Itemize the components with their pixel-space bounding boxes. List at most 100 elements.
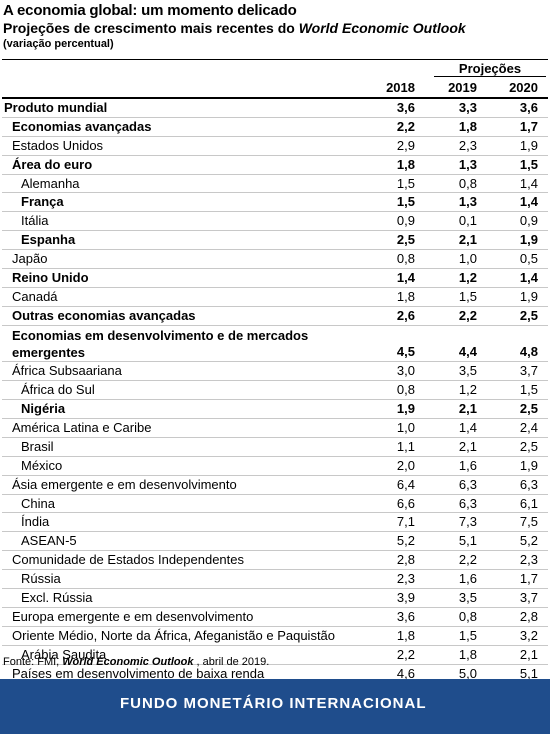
table-body: Produto mundial 3,6 3,3 3,6 Economias avança… bbox=[2, 99, 548, 684]
source-suffix: , abril de 2019. bbox=[193, 656, 270, 668]
row-value-2020: 0,9 bbox=[519, 213, 538, 229]
row-value-2018: 0,8 bbox=[396, 382, 415, 398]
table-row: ASEAN-5 5,2 5,1 5,2 bbox=[2, 532, 548, 552]
table-row: Produto mundial 3,6 3,3 3,6 bbox=[2, 99, 548, 118]
table-row: Arábia Saudita 2,2 1,8 2,1 bbox=[2, 646, 548, 665]
table-row: Excl. Rússia 3,9 3,5 3,7 bbox=[2, 589, 548, 608]
row-value-2018: 2,2 bbox=[396, 646, 415, 662]
table-row: Europa emergente e em desenvolvimento 3,6… bbox=[2, 608, 548, 627]
source-prefix: Fonte: FMI, bbox=[3, 656, 63, 668]
row-value-2018: 4,5 bbox=[396, 343, 415, 359]
row-value-2018: 3,6 bbox=[396, 608, 415, 624]
page-title: A economia global: um momento delicado bbox=[3, 2, 297, 19]
row-value-2019: 5,1 bbox=[458, 533, 477, 549]
row-value-2019: 3,5 bbox=[458, 363, 477, 379]
row-value-2020: 3,7 bbox=[519, 589, 538, 605]
row-value-2019: 1,2 bbox=[458, 382, 477, 398]
row-value-2019: 3,5 bbox=[458, 589, 477, 605]
row-value-2018: 1,8 bbox=[396, 288, 415, 304]
table-row: Japão 0,8 1,0 0,5 bbox=[2, 250, 548, 270]
row-label: Alemanha bbox=[21, 175, 80, 191]
footer-org-name: FUNDO MONETÁRIO INTERNACIONAL bbox=[120, 695, 427, 712]
row-value-2020: 2,8 bbox=[519, 608, 538, 624]
row-label: Europa emergente e em desenvolvimento bbox=[12, 608, 254, 624]
row-label: Economias em desenvolvimento e de mercad… bbox=[12, 327, 309, 360]
row-value-2019: 6,3 bbox=[458, 495, 477, 511]
table-row: Oriente Médio, Norte da África, Afeganis… bbox=[2, 627, 548, 646]
row-value-2019: 2,2 bbox=[458, 552, 477, 568]
table-row: Estados Unidos 2,9 2,3 1,9 bbox=[2, 137, 548, 156]
table-row: Economias avançadas 2,2 1,8 1,7 bbox=[2, 118, 548, 137]
row-value-2019: 0,1 bbox=[458, 213, 477, 229]
row-value-2019: 2,2 bbox=[458, 307, 477, 323]
row-value-2019: 2,1 bbox=[458, 232, 477, 248]
subtitle-publication: World Economic Outlook bbox=[298, 20, 466, 36]
row-value-2020: 1,9 bbox=[519, 232, 538, 248]
row-value-2019: 1,6 bbox=[458, 457, 477, 473]
row-label: Excl. Rússia bbox=[21, 589, 93, 605]
row-value-2018: 1,5 bbox=[396, 194, 415, 210]
row-value-2020: 5,2 bbox=[519, 533, 538, 549]
row-value-2020: 1,5 bbox=[519, 382, 538, 398]
table-row: México 2,0 1,6 1,9 bbox=[2, 457, 548, 476]
table-row: França 1,5 1,3 1,4 bbox=[2, 193, 548, 213]
row-label: ASEAN-5 bbox=[21, 533, 77, 549]
row-value-2020: 6,1 bbox=[519, 495, 538, 511]
row-value-2018: 1,4 bbox=[396, 270, 415, 286]
row-value-2018: 7,1 bbox=[396, 514, 415, 530]
row-value-2020: 1,4 bbox=[519, 175, 538, 191]
row-label: Economias avançadas bbox=[12, 118, 152, 134]
subtitle-prefix: Projeções de crescimento mais recentes d… bbox=[3, 20, 299, 36]
row-value-2020: 1,7 bbox=[519, 571, 538, 587]
row-value-2019: 1,0 bbox=[458, 251, 477, 267]
row-value-2018: 2,2 bbox=[396, 118, 415, 134]
table-row: Índia 7,1 7,3 7,5 bbox=[2, 513, 548, 533]
row-label: Produto mundial bbox=[4, 100, 108, 115]
row-label: China bbox=[21, 495, 55, 511]
row-value-2020: 2,1 bbox=[519, 646, 538, 662]
row-value-2018: 2,5 bbox=[396, 232, 415, 248]
footer-band: FUNDO MONETÁRIO INTERNACIONAL bbox=[0, 679, 550, 734]
row-label: Espanha bbox=[21, 232, 76, 248]
row-value-2020: 2,5 bbox=[519, 438, 538, 454]
projections-header: Projeções bbox=[2, 60, 548, 78]
table-row: Itália 0,9 0,1 0,9 bbox=[2, 212, 548, 232]
table-row: América Latina e Caribe 1,0 1,4 2,4 bbox=[2, 419, 548, 438]
table-row: Países em desenvolvimento de baixa renda… bbox=[2, 665, 548, 684]
row-value-2020: 1,4 bbox=[519, 270, 538, 286]
table-row: China 6,6 6,3 6,1 bbox=[2, 495, 548, 514]
row-value-2020: 1,9 bbox=[519, 457, 538, 473]
row-value-2019: 1,8 bbox=[458, 646, 477, 662]
row-label: Estados Unidos bbox=[12, 137, 104, 153]
table-row: Ásia emergente e em desenvolvimento 6,4 6,… bbox=[2, 476, 548, 495]
year-header-row: 2018 2019 2020 bbox=[2, 78, 548, 99]
row-label: Oriente Médio, Norte da África, Afeganis… bbox=[12, 627, 336, 643]
row-value-2020: 6,3 bbox=[519, 476, 538, 492]
row-label: Canadá bbox=[12, 288, 58, 304]
row-label: Itália bbox=[21, 213, 49, 229]
year-header-2018: 2018 bbox=[386, 80, 415, 95]
row-value-2020: 1,9 bbox=[519, 288, 538, 304]
row-value-2018: 6,4 bbox=[396, 476, 415, 492]
growth-table: Projeções 2018 2019 2020 Produto mundial… bbox=[2, 59, 548, 685]
unit-note: (variação percentual) bbox=[3, 38, 114, 50]
table-row: Outras economias avançadas 2,6 2,2 2,5 bbox=[2, 307, 548, 326]
row-value-2020: 3,7 bbox=[519, 363, 538, 379]
row-value-2020: 3,2 bbox=[519, 627, 538, 643]
row-value-2018: 2,6 bbox=[396, 307, 415, 323]
row-value-2018: 1,8 bbox=[396, 156, 415, 172]
row-value-2020: 2,4 bbox=[519, 419, 538, 435]
row-value-2018: 6,6 bbox=[396, 495, 415, 511]
table-row: Reino Unido 1,4 1,2 1,4 bbox=[2, 269, 548, 288]
row-value-2019: 2,1 bbox=[458, 401, 477, 417]
table-row: Rússia 2,3 1,6 1,7 bbox=[2, 570, 548, 589]
row-value-2018: 2,0 bbox=[396, 457, 415, 473]
row-label: França bbox=[21, 194, 64, 210]
row-label: Japão bbox=[12, 251, 48, 267]
row-value-2018: 0,9 bbox=[396, 213, 415, 229]
projections-label: Projeções bbox=[458, 61, 522, 76]
row-value-2020: 3,6 bbox=[519, 100, 538, 115]
row-label: Área do euro bbox=[12, 156, 93, 172]
row-value-2019: 1,4 bbox=[458, 419, 477, 435]
row-value-2019: 1,5 bbox=[458, 288, 477, 304]
